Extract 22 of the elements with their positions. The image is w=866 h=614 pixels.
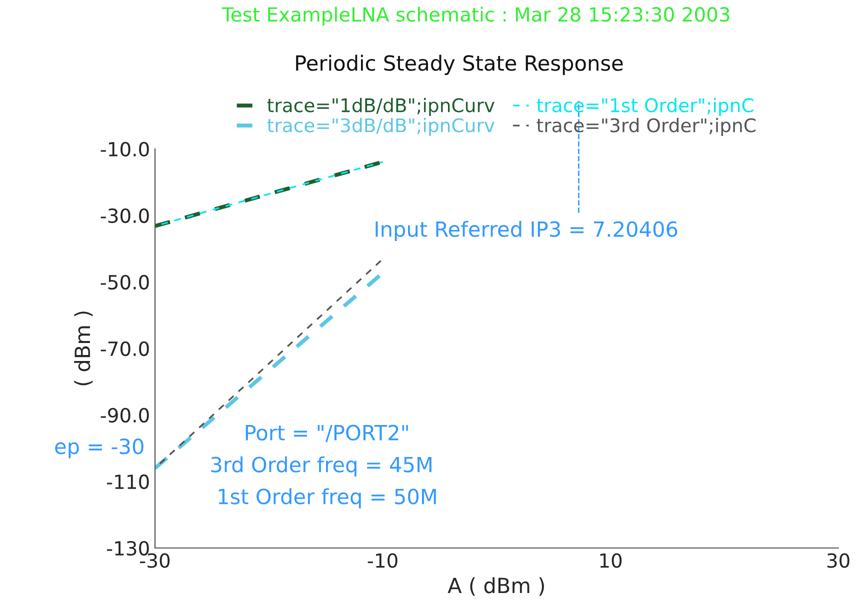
y-axis-title: ( dBm ) <box>74 312 93 386</box>
text: ep = -30 <box>55 438 144 458</box>
ref-line-label: Input Referred IP3 = 7.20406 <box>376 220 678 242</box>
x-tick-label: 10 <box>600 553 622 568</box>
chart-subtitle: Test ExampleLNA schematic : Mar 28 15:23:30 2003 <box>222 6 730 26</box>
legend-label: trace="3dB/dB";ipnCurv <box>267 118 494 136</box>
legend-label: trace="3rd Order";ipnC <box>536 118 756 136</box>
x-tick-label: -10 <box>368 553 398 568</box>
x-axis-title: A ( dBm ) <box>448 577 544 596</box>
y-tick-label: -50.0 <box>100 274 149 290</box>
legend-label: trace="1st Order";ipnC <box>536 98 754 116</box>
y-tick-label: -10.0 <box>100 142 149 157</box>
legend-label: trace="1dB/dB";ipnCurv <box>267 98 494 116</box>
y-tick-label: -90.0 <box>100 408 149 423</box>
y-tick-label: -30.0 <box>100 208 149 224</box>
annotation: Port = "/PORT2" <box>246 424 408 442</box>
chart-title: Periodic Steady State Response <box>296 54 623 75</box>
x-tick-label: 30 <box>827 553 850 568</box>
y-tick-label: -70.0 <box>100 341 149 356</box>
annotation: 3rd Order freq = 45M <box>211 456 432 476</box>
y-tick-label: -110 <box>106 474 149 490</box>
annotation: 1st Order freq = 50M <box>218 488 436 508</box>
